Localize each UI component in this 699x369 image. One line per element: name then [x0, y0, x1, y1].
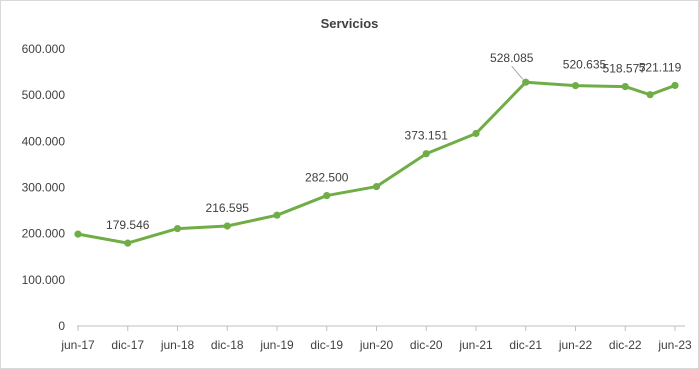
x-tick-label: dic-21	[509, 338, 542, 352]
y-tick-label: 400.000	[22, 134, 66, 148]
data-point	[671, 81, 679, 90]
data-point	[323, 191, 331, 200]
x-tick-label: jun-21	[458, 338, 493, 352]
y-tick-label: 200.000	[22, 227, 66, 241]
x-tick-label: jun-23	[657, 338, 692, 352]
x-tick-label: dic-19	[310, 338, 343, 352]
data-point	[522, 78, 530, 86]
data-point	[223, 222, 231, 230]
chart-title: Servicios	[320, 16, 379, 31]
x-tick-label: dic-20	[410, 338, 443, 352]
data-label: 521.119	[639, 60, 682, 74]
data-point	[621, 82, 629, 91]
data-point	[571, 82, 580, 90]
y-tick-label: 300.000	[22, 181, 66, 195]
data-label: 179.546	[106, 218, 150, 232]
series-line	[76, 80, 677, 245]
x-tick-label: jun-19	[259, 338, 294, 352]
y-tick-label: 500.000	[22, 88, 66, 102]
data-point	[646, 91, 654, 99]
x-tick-label: jun-17	[60, 338, 95, 352]
data-label: 528.085	[490, 51, 534, 65]
x-tick-label: dic-22	[609, 338, 642, 352]
data-point	[173, 224, 182, 233]
x-tick-label: jun-18	[160, 338, 195, 352]
y-tick-label: 0	[58, 319, 65, 333]
x-tick-label: dic-17	[111, 338, 144, 352]
data-point	[422, 150, 430, 158]
x-tick-label: jun-22	[558, 338, 593, 352]
x-tick-label: jun-20	[359, 338, 394, 352]
data-point	[273, 211, 281, 219]
y-tick-label: 600.000	[22, 42, 66, 56]
data-label: 216.595	[206, 201, 250, 215]
label-leader-line	[511, 65, 524, 80]
data-label: 518.577	[603, 62, 647, 76]
y-tick-label: 100.000	[22, 273, 66, 287]
x-tick-label: dic-18	[211, 338, 244, 352]
data-label: 282.500	[305, 171, 349, 185]
data-point	[124, 239, 132, 247]
data-point	[74, 230, 82, 238]
data-point	[472, 129, 480, 138]
data-label: 520.635	[563, 58, 607, 72]
data-label: 373.151	[405, 129, 449, 143]
data-point	[372, 182, 381, 191]
